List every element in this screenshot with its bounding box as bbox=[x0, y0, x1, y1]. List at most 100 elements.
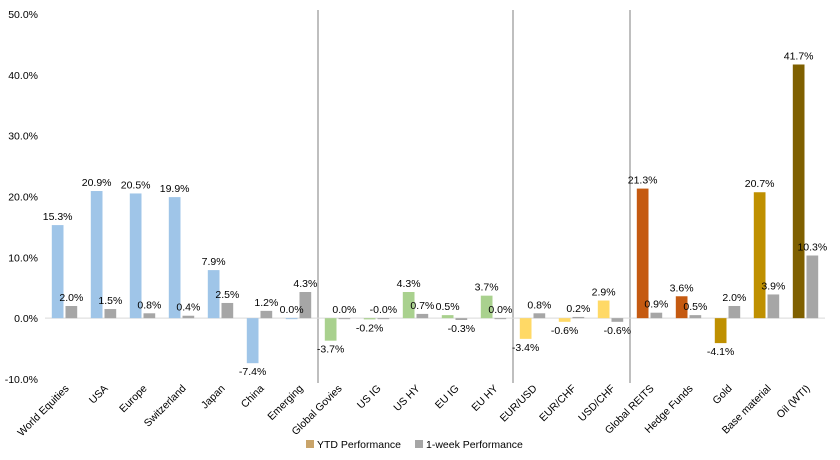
data-label-1week: 1.5% bbox=[98, 295, 122, 307]
bar-ytd bbox=[792, 64, 805, 319]
bar-1week bbox=[533, 313, 546, 319]
data-label-1week: -0.6% bbox=[604, 325, 631, 337]
data-label-1week: 2.0% bbox=[59, 292, 83, 304]
x-tick-label: Emerging bbox=[265, 383, 305, 423]
data-label-ytd: 3.6% bbox=[670, 282, 694, 294]
data-label-1week: 0.2% bbox=[566, 303, 590, 315]
x-tick-label: EUR/USD bbox=[498, 382, 540, 424]
data-label-1week: 3.9% bbox=[761, 280, 785, 292]
bar-1week bbox=[299, 292, 312, 319]
y-tick-label: 30.0% bbox=[8, 131, 38, 143]
y-tick-label: 0.0% bbox=[14, 313, 38, 325]
bar-ytd bbox=[90, 191, 103, 319]
bar-1week bbox=[377, 318, 390, 320]
legend-label-1week: 1-week Performance bbox=[426, 439, 523, 451]
bar-ytd bbox=[285, 318, 298, 320]
data-label-ytd: 21.3% bbox=[628, 175, 658, 187]
bar-1week bbox=[494, 318, 507, 320]
data-label-ytd: -3.7% bbox=[317, 344, 344, 356]
x-tick-label: Europe bbox=[117, 383, 150, 416]
x-tick-label: Oil (WTI) bbox=[774, 383, 812, 421]
data-label-1week: 0.5% bbox=[683, 301, 707, 313]
data-label-ytd: -4.1% bbox=[707, 346, 734, 358]
x-tick-label: China bbox=[239, 383, 267, 411]
bar-1week bbox=[650, 312, 663, 319]
bar-ytd bbox=[636, 188, 649, 319]
bar-1week bbox=[806, 255, 819, 319]
data-label-ytd: 19.9% bbox=[160, 183, 190, 195]
axes: -10.0% 0.0% 10.0% 20.0% 30.0% 40.0% 50.0% bbox=[5, 9, 825, 386]
bar-1week bbox=[689, 315, 702, 319]
data-label-1week: 1.2% bbox=[254, 297, 278, 309]
bar-1week bbox=[455, 318, 468, 320]
data-label-ytd: 2.9% bbox=[592, 287, 616, 299]
data-label-ytd: 7.9% bbox=[202, 256, 226, 268]
data-label-1week: 0.8% bbox=[527, 299, 551, 311]
y-tick-label: 40.0% bbox=[8, 70, 38, 82]
bar-1week bbox=[611, 318, 624, 322]
data-label-1week: 10.3% bbox=[797, 242, 827, 254]
bar-1week bbox=[767, 294, 780, 319]
data-label-1week: 4.3% bbox=[293, 278, 317, 290]
x-tick-label: World Equities bbox=[15, 383, 71, 439]
x-tick-label: EU HY bbox=[469, 383, 500, 414]
data-label-1week: -0.3% bbox=[448, 323, 475, 335]
y-tick-label: -10.0% bbox=[5, 374, 38, 386]
bar-ytd bbox=[324, 318, 337, 341]
data-label-1week: 0.0% bbox=[488, 304, 512, 316]
data-label-1week: 2.5% bbox=[215, 289, 239, 301]
data-label-ytd: 0.0% bbox=[280, 304, 304, 316]
group-separators bbox=[317, 10, 631, 383]
data-label-ytd: -0.2% bbox=[356, 322, 383, 334]
data-label-1week: 0.7% bbox=[410, 300, 434, 312]
data-label-ytd: 20.5% bbox=[121, 179, 151, 191]
bar-ytd bbox=[168, 197, 181, 319]
bar-ytd bbox=[441, 315, 454, 319]
bar-ytd bbox=[129, 193, 142, 319]
bar-ytd bbox=[753, 192, 766, 319]
bar-ytd bbox=[402, 292, 415, 319]
data-label-ytd: -7.4% bbox=[239, 366, 266, 378]
bar-1week bbox=[104, 309, 117, 319]
data-label-ytd: 0.5% bbox=[436, 301, 460, 313]
bar-ytd bbox=[246, 318, 259, 364]
bars bbox=[51, 64, 819, 364]
bar-1week bbox=[572, 316, 585, 319]
data-label-ytd: 41.7% bbox=[784, 50, 814, 62]
x-tick-label: EUR/CHF bbox=[537, 383, 578, 424]
bar-1week bbox=[728, 306, 741, 319]
data-label-1week: 0.4% bbox=[176, 302, 200, 314]
bar-1week bbox=[143, 313, 156, 319]
bar-1week bbox=[182, 315, 195, 319]
bar-ytd bbox=[363, 318, 376, 320]
bar-ytd bbox=[207, 270, 220, 319]
legend-swatch-ytd bbox=[306, 440, 314, 448]
data-label-1week: 2.0% bbox=[722, 292, 746, 304]
x-tick-label: USA bbox=[87, 383, 111, 407]
y-tick-label: 10.0% bbox=[8, 252, 38, 264]
data-label-1week: 0.9% bbox=[644, 299, 668, 311]
bar-ytd bbox=[519, 318, 532, 339]
data-label-ytd: 15.3% bbox=[43, 211, 73, 223]
data-label-1week: 0.8% bbox=[137, 299, 161, 311]
x-tick-label: US IG bbox=[355, 383, 384, 412]
data-label-ytd: -0.6% bbox=[551, 325, 578, 337]
data-label-ytd: 3.7% bbox=[475, 282, 499, 294]
bar-1week bbox=[65, 306, 78, 319]
bar-1week bbox=[221, 302, 234, 319]
legend-label-ytd: YTD Performance bbox=[317, 439, 401, 451]
data-labels: 15.3% 2.0% 20.9% 1.5% 20.5% 0.8% 19.9% 0.4% 7.9%… bbox=[43, 50, 827, 378]
bar-1week bbox=[260, 310, 273, 319]
x-tick-label: USD/CHF bbox=[576, 383, 617, 424]
y-tick-label: 20.0% bbox=[8, 192, 38, 204]
bar-ytd bbox=[714, 318, 727, 344]
legend: YTD Performance 1-week Performance bbox=[306, 439, 523, 451]
x-tick-label: Gold bbox=[710, 383, 734, 407]
bar-ytd bbox=[675, 296, 688, 319]
y-tick-label: 50.0% bbox=[8, 9, 38, 21]
bar-1week bbox=[416, 313, 429, 319]
bar-ytd bbox=[480, 295, 493, 319]
